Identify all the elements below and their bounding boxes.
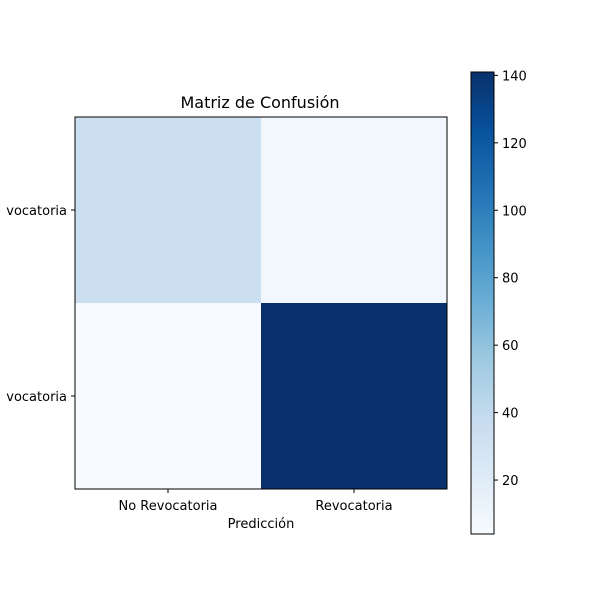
heatmap-cell-r1-c0 [75,303,261,489]
y-tick-label: vocatoria [6,204,67,219]
colorbar-tick-label: 100 [502,204,527,219]
colorbar-ticks: 20 40 60 80 100 120 140 [494,69,527,489]
heatmap-cell-r0-c0 [75,117,261,303]
colorbar-tick-label: 80 [502,272,519,287]
y-tick-label: vocatoria [6,390,67,405]
x-axis-label: Predicción [228,517,295,532]
x-axis-ticks: No Revocatoria Revocatoria [119,489,393,514]
colorbar-tick-label: 20 [502,474,519,489]
colorbar-tick-label: 40 [502,407,519,422]
colorbar-tick-label: 140 [502,69,527,84]
colorbar [471,72,494,534]
x-tick-label: Revocatoria [315,499,392,514]
x-tick-label: No Revocatoria [119,499,218,514]
colorbar-frame [470,71,495,535]
plot-frame [74,116,448,490]
heatmap-cell-r1-c1 [261,303,447,489]
heatmap-cells [75,117,447,489]
colorbar-tick-label: 120 [502,137,527,152]
colorbar-tick-label: 60 [502,339,519,354]
y-axis-ticks: vocatoria vocatoria [6,204,75,405]
chart-title: Matriz de Confusión [180,93,339,112]
heatmap-cell-r0-c1 [261,117,447,303]
